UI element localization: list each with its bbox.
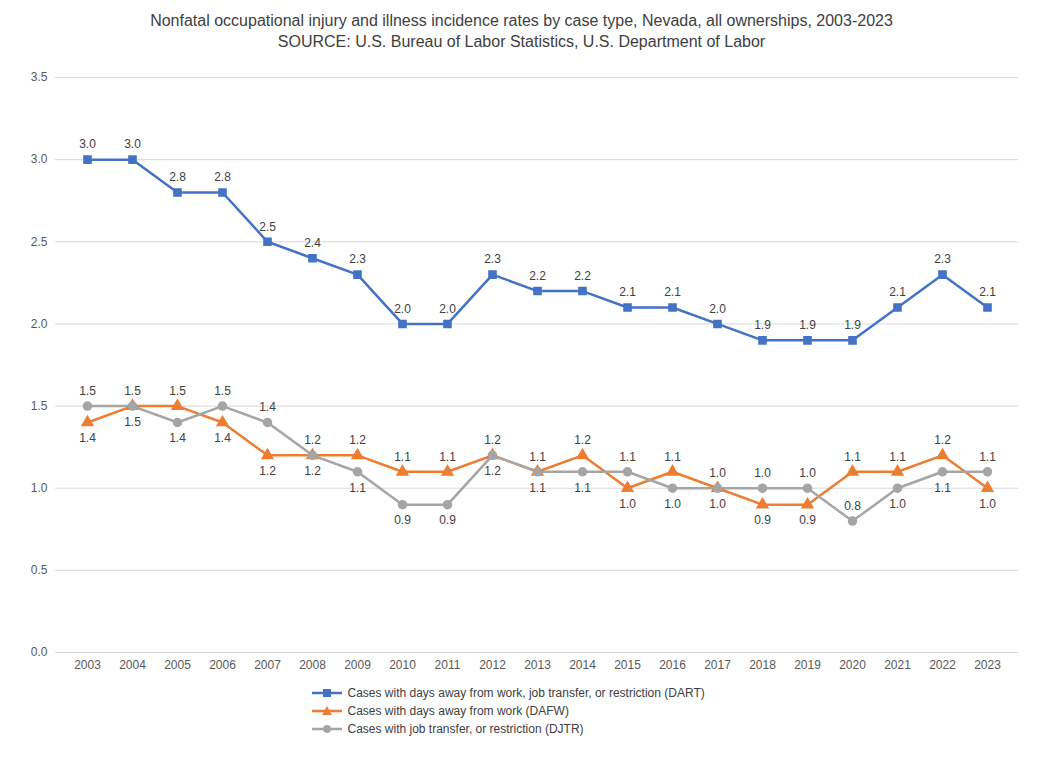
svg-text:1.1: 1.1 (934, 481, 951, 495)
svg-text:2.8: 2.8 (169, 170, 186, 184)
html-text:Cases with days away from work: Cases with days away from work (DAFW) (347, 704, 569, 718)
svg-text:2020: 2020 (839, 658, 866, 672)
svg-text:1.2: 1.2 (484, 464, 501, 478)
svg-text:0.5: 0.5 (31, 563, 48, 577)
svg-text:1.5: 1.5 (169, 384, 186, 398)
svg-text:1.1: 1.1 (439, 450, 456, 464)
svg-text:2007: 2007 (254, 658, 281, 672)
svg-text:1.0: 1.0 (709, 497, 726, 511)
svg-text:1.1: 1.1 (979, 450, 996, 464)
svg-text:1.2: 1.2 (259, 464, 276, 478)
svg-text:2016: 2016 (659, 658, 686, 672)
svg-text:1.5: 1.5 (124, 384, 141, 398)
svg-text:1.2: 1.2 (304, 433, 321, 447)
svg-text:2.8: 2.8 (214, 170, 231, 184)
svg-text:2006: 2006 (209, 658, 236, 672)
svg-text:1.5: 1.5 (124, 415, 141, 429)
svg-text:2.0: 2.0 (709, 302, 726, 316)
svg-text:1.1: 1.1 (529, 481, 546, 495)
svg-text:1.1: 1.1 (844, 450, 861, 464)
svg-text:2.1: 2.1 (889, 285, 906, 299)
svg-text:2015: 2015 (614, 658, 641, 672)
svg-text:2.0: 2.0 (394, 302, 411, 316)
svg-text:1.0: 1.0 (979, 497, 996, 511)
svg-text:1.0: 1.0 (709, 466, 726, 480)
html-text:Cases with job transfer, or re: Cases with job transfer, or restriction … (347, 722, 584, 736)
svg-text:1.2: 1.2 (304, 464, 321, 478)
svg-text:2018: 2018 (749, 658, 776, 672)
svg-text:2023: 2023 (974, 658, 1001, 672)
svg-text:1.4: 1.4 (259, 400, 276, 414)
svg-text:2008: 2008 (299, 658, 326, 672)
svg-text:0.0: 0.0 (31, 645, 48, 659)
svg-text:2.0: 2.0 (439, 302, 456, 316)
svg-text:2022: 2022 (929, 658, 956, 672)
svg-text:2013: 2013 (524, 658, 551, 672)
svg-text:2.2: 2.2 (574, 269, 591, 283)
svg-text:1.4: 1.4 (214, 431, 231, 445)
svg-text:2012: 2012 (479, 658, 506, 672)
svg-text:1.9: 1.9 (844, 318, 861, 332)
svg-text:1.1: 1.1 (889, 450, 906, 464)
svg-text:2.3: 2.3 (484, 252, 501, 266)
html-text:Cases with days away from work: Cases with days away from work, job tran… (347, 686, 705, 700)
svg-text:1.0: 1.0 (31, 481, 48, 495)
svg-text:2021: 2021 (884, 658, 911, 672)
svg-text:1.2: 1.2 (934, 433, 951, 447)
svg-text:1.2: 1.2 (574, 433, 591, 447)
svg-text:2010: 2010 (389, 658, 416, 672)
svg-text:1.0: 1.0 (799, 466, 816, 480)
svg-text:2.5: 2.5 (259, 220, 276, 234)
svg-text:1.0: 1.0 (754, 466, 771, 480)
svg-text:2009: 2009 (344, 658, 371, 672)
svg-text:1.1: 1.1 (529, 450, 546, 464)
svg-text:3.0: 3.0 (31, 152, 48, 166)
svg-text:1.1: 1.1 (574, 481, 591, 495)
svg-text:1.4: 1.4 (79, 431, 96, 445)
svg-text:1.5: 1.5 (31, 399, 48, 413)
svg-text:1.2: 1.2 (349, 433, 366, 447)
svg-text:2004: 2004 (119, 658, 146, 672)
svg-text:2.1: 2.1 (979, 285, 996, 299)
svg-text:1.9: 1.9 (799, 318, 816, 332)
svg-text:2.4: 2.4 (304, 236, 321, 250)
svg-text:0.8: 0.8 (844, 499, 861, 513)
html-text:SOURCE: U.S. Bureau of Labor S: SOURCE: U.S. Bureau of Labor Statistics,… (277, 33, 766, 50)
svg-text:2.5: 2.5 (31, 235, 48, 249)
svg-text:1.1: 1.1 (664, 450, 681, 464)
svg-text:1.0: 1.0 (619, 497, 636, 511)
svg-text:2.1: 2.1 (619, 285, 636, 299)
svg-text:1.1: 1.1 (349, 481, 366, 495)
svg-text:0.9: 0.9 (799, 513, 816, 527)
svg-text:0.9: 0.9 (754, 513, 771, 527)
svg-text:2011: 2011 (435, 658, 461, 672)
svg-text:1.5: 1.5 (214, 384, 231, 398)
svg-text:1.1: 1.1 (619, 450, 636, 464)
svg-text:1.1: 1.1 (394, 450, 411, 464)
svg-text:2019: 2019 (794, 658, 821, 672)
svg-text:1.0: 1.0 (889, 497, 906, 511)
svg-text:1.0: 1.0 (664, 497, 681, 511)
svg-text:1.2: 1.2 (484, 433, 501, 447)
svg-text:2.3: 2.3 (349, 252, 366, 266)
svg-text:2014: 2014 (569, 658, 596, 672)
svg-text:1.9: 1.9 (754, 318, 771, 332)
svg-text:3.0: 3.0 (124, 137, 141, 151)
svg-text:2017: 2017 (704, 658, 731, 672)
svg-text:3.5: 3.5 (31, 70, 48, 84)
svg-text:0.9: 0.9 (394, 513, 411, 527)
svg-text:2003: 2003 (74, 658, 101, 672)
svg-text:1.4: 1.4 (169, 431, 186, 445)
svg-text:2005: 2005 (164, 658, 191, 672)
svg-text:2.1: 2.1 (664, 285, 681, 299)
svg-text:0.9: 0.9 (439, 513, 456, 527)
svg-text:3.0: 3.0 (79, 137, 96, 151)
svg-text:1.5: 1.5 (79, 384, 96, 398)
svg-text:2.2: 2.2 (529, 269, 546, 283)
html-text:Nonfatal occupational injury a: Nonfatal occupational injury and illness… (150, 12, 893, 29)
svg-text:2.0: 2.0 (31, 317, 48, 331)
svg-text:2.3: 2.3 (934, 252, 951, 266)
